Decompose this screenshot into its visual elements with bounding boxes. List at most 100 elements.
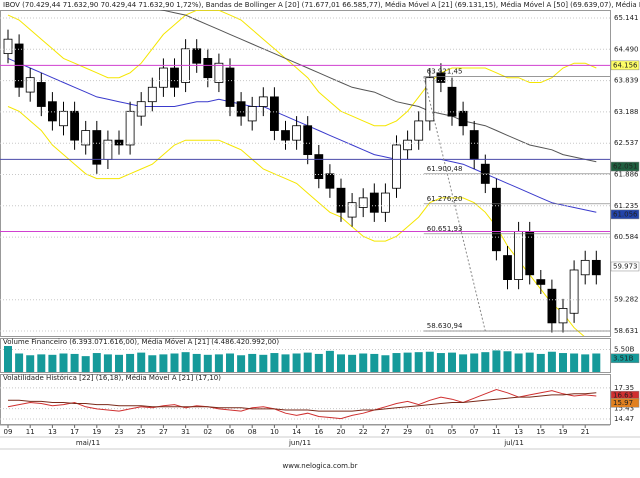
chart-header: IBOV (70.429,44 71.632,90 70.429,44 71.6… [3, 1, 640, 9]
bar [37, 354, 46, 372]
series-line [8, 392, 597, 412]
candle-body [547, 288, 557, 324]
series-line [7, 10, 597, 127]
candle-body [236, 101, 246, 117]
bar [325, 350, 334, 372]
x-tick-label: 07 [470, 428, 479, 436]
panel-title: Volume Financeiro (6.393.071.616,00), Mé… [3, 338, 279, 346]
bar [459, 354, 468, 372]
y-tick-label: 60.584 [614, 233, 639, 241]
candle-body [380, 192, 390, 213]
x-tick-label: 01 [425, 428, 434, 436]
x-tick-label: 05 [448, 428, 457, 436]
bar [303, 352, 312, 372]
y-tick-label: 17.35 [614, 384, 634, 392]
bar [470, 353, 479, 372]
bar [237, 355, 246, 372]
x-tick-label: 15 [536, 428, 545, 436]
bar [337, 354, 345, 372]
candle-body [70, 110, 79, 141]
month-label: mai/11 [76, 439, 100, 447]
x-tick-label: 10 [270, 428, 279, 436]
x-tick-label: 21 [581, 428, 590, 436]
bar [248, 353, 257, 372]
candle-body [436, 72, 446, 83]
candle-body [81, 130, 91, 146]
candle-body [247, 106, 257, 122]
candle-body [591, 259, 601, 276]
candle-body [536, 279, 546, 285]
value-badge [610, 353, 640, 364]
x-tick-label: 25 [137, 428, 146, 436]
plot-area [3, 10, 601, 336]
bar [170, 353, 179, 372]
bar [281, 354, 290, 372]
value-badge-label: 3.51B [613, 354, 634, 362]
x-tick-label: 23 [115, 428, 124, 436]
footer: www.nelogica.com.br [283, 462, 358, 470]
y-tick-label: 65.141 [614, 14, 639, 22]
bar [448, 352, 456, 372]
candle-body [192, 48, 202, 64]
y-tick-label: 59.282 [614, 296, 639, 304]
candle-body [25, 77, 35, 93]
candle-body [392, 144, 401, 189]
bar [226, 353, 234, 372]
bar [148, 355, 157, 372]
month-label: jun/11 [288, 439, 311, 447]
bar [59, 353, 68, 372]
bar [4, 346, 12, 372]
x-tick-label: 14 [292, 428, 301, 436]
bar [359, 353, 368, 372]
value-badge-label: 64.156 [613, 61, 638, 69]
x-tick-label: 29 [403, 428, 412, 436]
y-tick-label: 62.537 [614, 139, 639, 147]
bar [348, 354, 357, 372]
candle-body [458, 110, 468, 127]
candle-body [269, 96, 279, 131]
y-tick-label: 61.886 [614, 170, 639, 178]
candle-body [258, 96, 268, 107]
value-badge [610, 161, 640, 172]
candle-body [92, 130, 102, 165]
bar [592, 353, 601, 372]
y-tick-label: 64.490 [614, 45, 639, 53]
y-tick-label: 14.47 [614, 415, 634, 423]
value-badge-label: 59.973 [613, 262, 638, 270]
y-tick-label: 63.188 [614, 108, 639, 116]
panel-frame [0, 338, 611, 373]
candle-body [336, 187, 346, 213]
candle-body [225, 67, 235, 107]
bar [525, 352, 534, 372]
value-badge [610, 209, 640, 220]
candle-body [3, 38, 13, 55]
x-tick-label: 11 [26, 428, 35, 436]
candle-body [136, 101, 146, 117]
bar [403, 352, 412, 372]
bar [203, 354, 212, 372]
candle-body [170, 67, 179, 88]
candle-body [514, 231, 523, 280]
value-badge-label: 61.056 [613, 210, 638, 218]
fib-label: 58.630,94 [427, 322, 463, 330]
bar [26, 355, 35, 372]
candle-body [525, 231, 535, 276]
bar [514, 353, 523, 372]
bar [126, 353, 135, 372]
candle-body [292, 125, 302, 141]
value-badge-label: 15.97 [613, 399, 633, 407]
x-tick-label: 02 [203, 428, 212, 436]
candle-body [503, 255, 512, 280]
bar [70, 353, 79, 372]
candle-body [569, 269, 579, 314]
candle-body [491, 187, 501, 252]
x-tick-label: 19 [559, 428, 568, 436]
candle-body [214, 62, 224, 83]
value-badge-label: 62.051 [613, 163, 638, 171]
candle-body [325, 173, 335, 189]
bar [259, 354, 268, 372]
candle-body [147, 86, 157, 103]
x-tick-label: 27 [159, 428, 168, 436]
